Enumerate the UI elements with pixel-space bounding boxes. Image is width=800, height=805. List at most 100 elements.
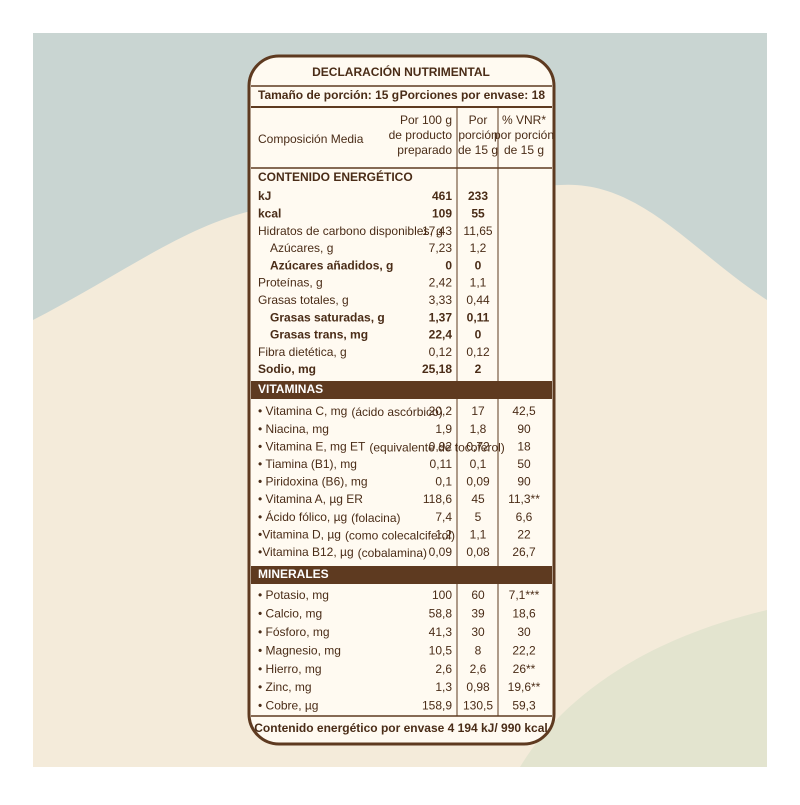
nutrient-value: 26** <box>513 662 536 676</box>
nutrient-name: • Vitamina E, mg ET <box>258 439 366 453</box>
column-header: porción <box>458 128 497 142</box>
nutrient-value: 55 <box>471 206 485 220</box>
nutrient-value: 90 <box>517 422 531 436</box>
nutrient-name: • Ácido fólico, µg <box>258 509 347 524</box>
nutrient-value: 39 <box>471 607 485 621</box>
column-header: Por <box>469 113 488 127</box>
nutrient-value: 0,11 <box>430 457 453 471</box>
section-title: CONTENIDO ENERGÉTICO <box>258 169 413 184</box>
serving-size: Tamaño de porción: 15 g <box>258 88 399 102</box>
nutrient-note: (equivalente de tocoferol) <box>369 440 504 454</box>
nutrient-value: 1,37 <box>429 310 453 324</box>
nutrient-value: 0,72 <box>466 439 490 453</box>
column-header: de 15 g <box>458 143 498 157</box>
column-header: de producto <box>389 128 453 142</box>
nutrient-name: Fibra dietética, g <box>258 345 347 359</box>
column-header: de 15 g <box>504 143 544 157</box>
servings-per-container: Porciones por envase: 18 <box>400 88 546 102</box>
nutrient-value: 17,43 <box>422 224 452 238</box>
nutrient-value: 50 <box>517 457 531 471</box>
nutrient-value: 41,3 <box>429 625 453 639</box>
nutrient-value: 0,11 <box>467 310 490 324</box>
nutrient-value: 11,3** <box>508 492 540 506</box>
nutrient-value: 100 <box>432 588 452 602</box>
nutrient-value: 58,8 <box>429 607 453 621</box>
nutrient-value: 7,4 <box>435 510 452 524</box>
footer: Contenido energético por envase 4 194 kJ… <box>254 721 547 735</box>
nutrient-name: • Hierro, mg <box>258 662 322 676</box>
column-header: preparado <box>397 143 452 157</box>
nutrient-value: 1,2 <box>470 241 487 255</box>
nutrient-value: 22 <box>517 527 531 541</box>
nutrient-name: • Piridoxina (B6), mg <box>258 475 368 489</box>
nutrient-value: 30 <box>471 625 485 639</box>
nutrient-value: 22,2 <box>512 643 536 657</box>
nutrient-value: 18,6 <box>512 607 536 621</box>
nutrient-value: 19,6** <box>508 680 541 694</box>
nutrient-value: 3,33 <box>429 293 453 307</box>
column-header: Por 100 g <box>400 113 452 127</box>
nutrient-name: Grasas trans, mg <box>270 328 368 342</box>
nutrient-value: 20,2 <box>429 404 453 418</box>
nutrient-name: • Cobre, µg <box>258 699 318 713</box>
nutrient-value: 26,7 <box>512 545 536 559</box>
nutrient-name: •Vitamina B12, µg <box>258 545 354 559</box>
nutrient-value: 233 <box>468 189 488 203</box>
nutrient-value: 5 <box>475 510 482 524</box>
nutrient-value: 1,3 <box>435 680 452 694</box>
nutrient-value: 1,9 <box>435 422 452 436</box>
column-header: % VNR* <box>502 113 546 127</box>
nutrient-name: kcal <box>258 206 281 220</box>
nutrient-value: 118,6 <box>423 492 452 506</box>
nutrient-value: 6,6 <box>516 510 533 524</box>
nutrient-name: Proteínas, g <box>258 276 323 290</box>
nutrient-value: 0,98 <box>466 680 490 694</box>
nutrient-name: • Fósforo, mg <box>258 625 330 639</box>
nutrient-name: Hidratos de carbono disponibles, g <box>258 224 443 238</box>
section-band <box>251 566 552 584</box>
nutrient-note: (como colecalciferol) <box>345 528 455 542</box>
nutrient-name: Grasas saturadas, g <box>270 310 385 324</box>
nutrient-value: 0 <box>445 258 452 272</box>
nutrient-value: 45 <box>471 492 485 506</box>
nutrient-value: 0 <box>475 328 482 342</box>
nutrient-name: Sodio, mg <box>258 362 316 376</box>
nutrient-value: 8 <box>475 643 482 657</box>
nutrient-value: 461 <box>432 189 452 203</box>
nutrient-name: kJ <box>258 189 271 203</box>
nutrient-value: 59,3 <box>512 699 536 713</box>
table: DECLARACIÓN NUTRIMENTAL Tamaño de porción… <box>251 64 554 735</box>
nutrient-value: 0,09 <box>466 475 490 489</box>
column-header: por porción <box>494 128 554 142</box>
nutrient-value: 0,12 <box>429 345 453 359</box>
nutrient-value: 0,09 <box>429 545 453 559</box>
nutrient-value: 1,8 <box>470 422 487 436</box>
nutrient-value: 130,5 <box>463 699 493 713</box>
section-title: VITAMINAS <box>258 382 323 396</box>
nutrient-name: • Vitamina C, mg <box>258 404 347 418</box>
label-box <box>247 54 556 746</box>
nutrient-value: 109 <box>432 206 452 220</box>
background-wave <box>520 610 767 767</box>
nutrient-value: 42,5 <box>512 404 536 418</box>
nutrient-value: 0 <box>475 258 482 272</box>
nutrient-name: • Potasio, mg <box>258 588 329 602</box>
nutrient-value: 25,18 <box>422 362 452 376</box>
nutrient-name: •Vitamina D, µg <box>258 527 341 541</box>
nutrient-value: 1,1 <box>470 527 487 541</box>
nutrient-name: Azúcares añadidos, g <box>270 258 393 272</box>
nutrient-name: Grasas totales, g <box>258 293 349 307</box>
nutrient-value: 0,12 <box>466 345 490 359</box>
nutrient-value: 1,1 <box>470 276 487 290</box>
nutrient-value: 60 <box>471 588 485 602</box>
title: DECLARACIÓN NUTRIMENTAL <box>312 64 490 79</box>
nutrient-name: • Tiamina (B1), mg <box>258 457 357 471</box>
nutrient-value: 7,23 <box>429 241 453 255</box>
nutrient-name: • Zinc, mg <box>258 680 312 694</box>
nutrient-name: • Vitamina A, µg ER <box>258 492 363 506</box>
nutrient-name: Azúcares, g <box>270 241 333 255</box>
nutrient-value: 158,9 <box>422 699 452 713</box>
nutrient-value: 18 <box>517 439 531 453</box>
